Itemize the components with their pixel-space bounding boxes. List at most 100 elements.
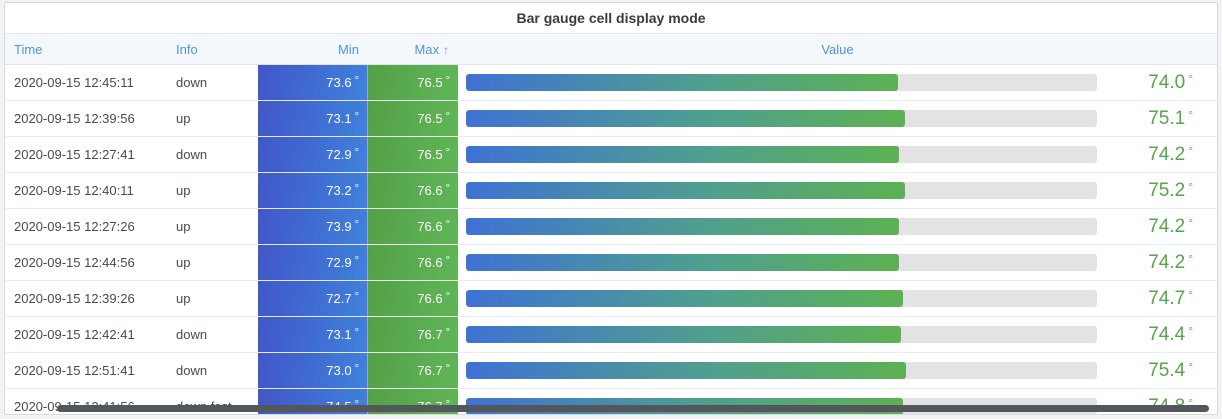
info-cell: down	[176, 147, 208, 162]
degree-unit: °	[445, 362, 450, 375]
value-number: 74.0	[1148, 72, 1186, 93]
info-cell: up	[176, 291, 191, 306]
value-text: 75.1 °	[1113, 109, 1193, 128]
value-text: 74.2 °	[1113, 253, 1193, 272]
degree-unit: °	[354, 110, 359, 123]
info-cell: down	[176, 327, 208, 342]
max-cell: 76.5 °	[368, 65, 458, 100]
horizontal-scrollbar-thumb[interactable]	[57, 405, 1209, 412]
bar-gauge-track	[466, 182, 1097, 199]
value-number: 74.4	[1148, 324, 1186, 345]
degree-unit: °	[354, 326, 359, 339]
table-panel: Bar gauge cell display mode Time Info Mi…	[4, 2, 1218, 415]
max-value: 76.7	[417, 363, 443, 378]
min-value: 73.0	[326, 363, 352, 378]
degree-unit: °	[445, 326, 450, 339]
max-cell: 76.6 °	[368, 245, 458, 280]
time-cell: 2020-09-15 12:40:11	[14, 183, 134, 198]
table-row: 2020-09-15 12:51:41 down 73.0 ° 76.7 ° 75.…	[5, 353, 1217, 389]
bar-gauge-track	[466, 254, 1097, 271]
degree-unit-large: °	[1188, 288, 1193, 302]
min-cell: 73.1 °	[258, 101, 368, 136]
table-row: 2020-09-15 12:39:56 up 73.1 ° 76.5 ° 75.1 °	[5, 101, 1217, 137]
value-number: 75.4	[1148, 360, 1186, 381]
degree-unit: °	[354, 254, 359, 267]
min-value: 73.6	[326, 75, 352, 90]
value-number: 75.1	[1148, 108, 1186, 129]
min-value: 72.9	[326, 147, 352, 162]
value-number: 74.2	[1148, 252, 1186, 273]
max-cell: 76.6 °	[368, 173, 458, 208]
column-header-max-label: Max	[414, 41, 439, 57]
value-number: 74.2	[1148, 144, 1186, 165]
max-value: 76.5	[417, 147, 443, 162]
table-row: 2020-09-15 12:39:26 up 72.7 ° 76.6 ° 74.7 °	[5, 281, 1217, 317]
info-cell: down	[176, 75, 208, 90]
degree-unit: °	[354, 146, 359, 159]
value-text: 74.4 °	[1113, 325, 1193, 344]
degree-unit: °	[445, 146, 450, 159]
time-cell: 2020-09-15 12:45:11	[14, 75, 134, 90]
min-cell: 73.9 °	[258, 209, 368, 244]
column-header-max[interactable]: Max ↑	[368, 42, 458, 57]
sort-ascending-icon: ↑	[443, 42, 449, 57]
degree-unit: °	[445, 182, 450, 195]
bar-gauge-track	[466, 290, 1097, 307]
time-cell: 2020-09-15 12:27:26	[14, 219, 135, 234]
bar-gauge-track	[466, 362, 1097, 379]
max-value: 76.7	[417, 327, 443, 342]
degree-unit: °	[355, 399, 359, 411]
bar-gauge-track	[466, 218, 1097, 235]
column-header-info[interactable]: Info	[176, 41, 198, 57]
degree-unit: °	[354, 182, 359, 195]
info-cell: down	[176, 363, 208, 378]
bar-gauge-track	[466, 146, 1097, 163]
value-cell: 74.2 °	[458, 209, 1217, 244]
max-value: 76.6	[417, 219, 443, 234]
degree-unit-large: °	[1188, 396, 1193, 410]
table-row: 2020-09-15 12:40:11 up 73.2 ° 76.6 ° 75.2 °	[5, 173, 1217, 209]
info-cell: up	[176, 255, 191, 270]
column-header-value[interactable]: Value	[821, 41, 854, 57]
info-cell: up	[176, 111, 191, 126]
column-header-time[interactable]: Time	[14, 41, 43, 57]
value-number: 75.2	[1148, 180, 1186, 201]
value-cell: 74.2 °	[458, 245, 1217, 280]
bar-gauge-fill	[466, 182, 906, 199]
degree-unit-large: °	[1188, 216, 1193, 230]
degree-unit: °	[354, 362, 359, 375]
table-row: 2020-09-15 12:42:41 down 73.1 ° 76.7 ° 74.…	[5, 317, 1217, 353]
column-header-min[interactable]: Min	[338, 41, 359, 57]
max-value: 76.6	[417, 291, 443, 306]
bar-gauge-fill	[466, 146, 900, 163]
bar-gauge-fill	[466, 362, 907, 379]
value-cell: 74.2 °	[458, 137, 1217, 172]
value-cell: 75.1 °	[458, 101, 1217, 136]
degree-unit-large: °	[1188, 360, 1193, 374]
value-text: 75.4 °	[1113, 361, 1193, 380]
time-cell: 2020-09-15 12:27:41	[14, 147, 135, 162]
value-text: 74.0 °	[1113, 73, 1193, 92]
table-header: Time Info Min Max ↑ Value	[5, 33, 1217, 65]
degree-unit-large: °	[1188, 72, 1193, 86]
min-cell: 72.7 °	[258, 281, 368, 316]
min-cell: 73.0 °	[258, 353, 368, 388]
degree-unit: °	[354, 218, 359, 231]
time-cell: 2020-09-15 12:44:56	[14, 255, 135, 270]
degree-unit-large: °	[1188, 252, 1193, 266]
table-row: 2020-09-15 12:27:41 down 72.9 ° 76.5 ° 74.…	[5, 137, 1217, 173]
max-cell: 76.6 °	[368, 281, 458, 316]
value-text: 74.2 °	[1113, 217, 1193, 236]
value-cell: 74.4 °	[458, 317, 1217, 352]
degree-unit-large: °	[1188, 144, 1193, 158]
panel-title[interactable]: Bar gauge cell display mode	[516, 10, 706, 26]
min-value: 72.7	[326, 291, 352, 306]
value-cell: 75.4 °	[458, 353, 1217, 388]
time-cell: 2020-09-15 12:39:26	[14, 291, 135, 306]
max-cell: 76.7°	[368, 317, 458, 352]
max-cell: 76.5 °	[368, 101, 458, 136]
degree-unit: °	[445, 218, 450, 231]
max-cell: 76.5 °	[368, 137, 458, 172]
time-cell: 2020-09-15 12:51:41	[14, 363, 135, 378]
degree-unit: °	[445, 254, 450, 267]
